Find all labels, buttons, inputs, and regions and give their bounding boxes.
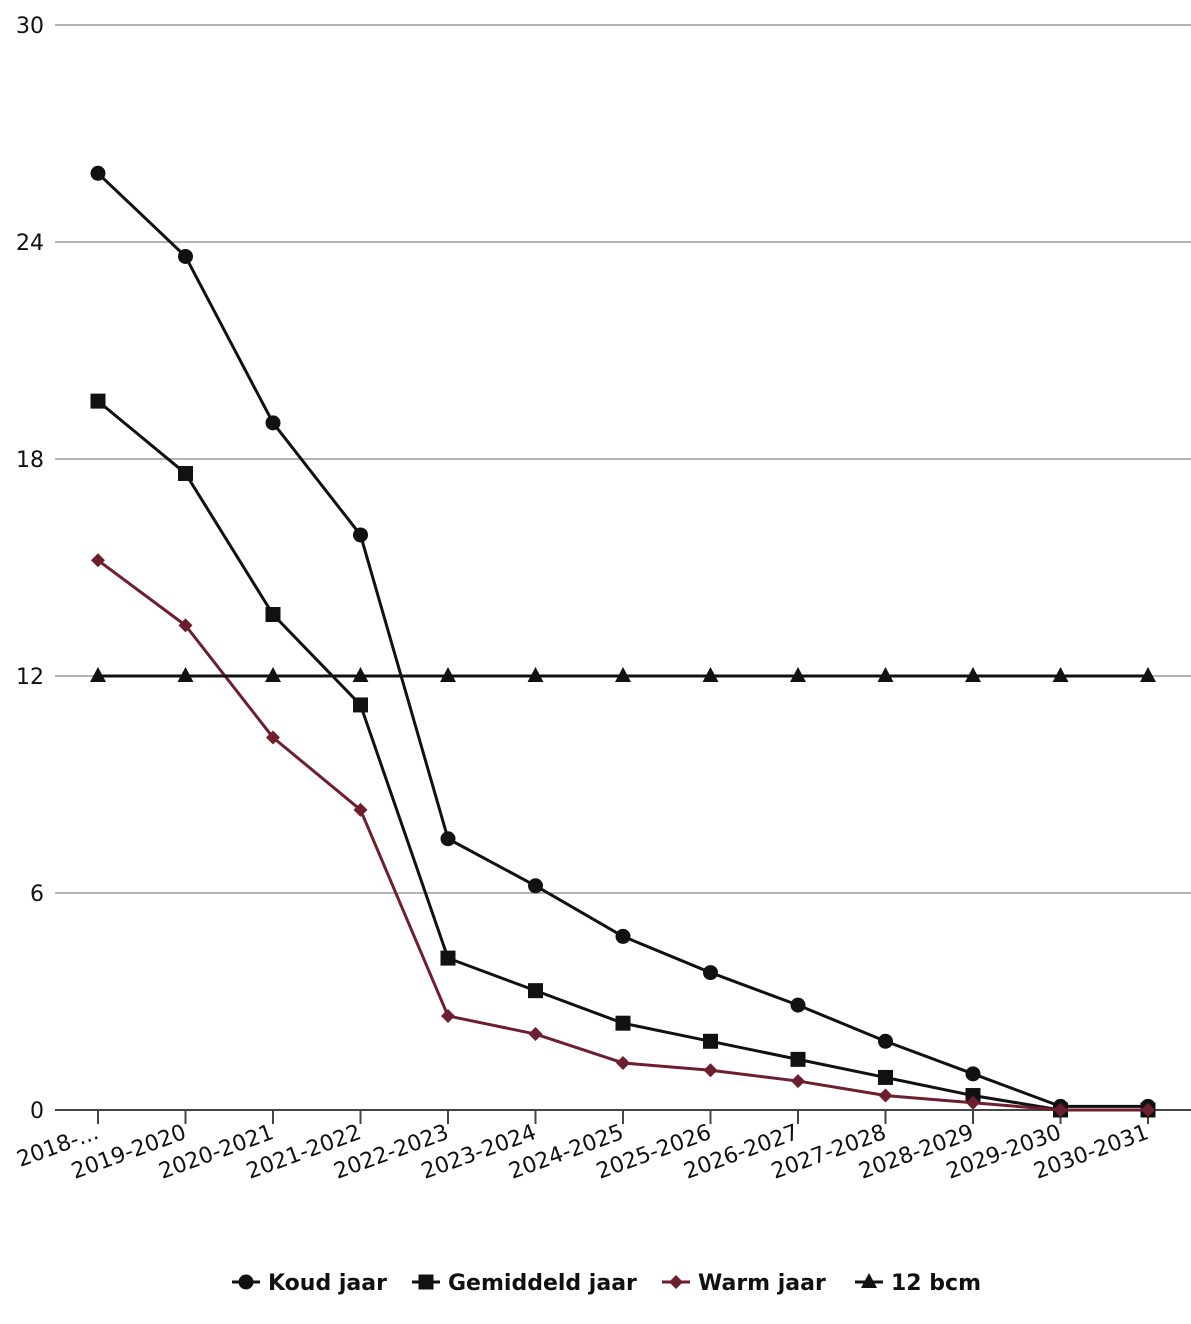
legend-item: Gemiddeld jaar <box>412 1271 637 1296</box>
data-point <box>528 1027 543 1042</box>
data-point <box>440 950 456 966</box>
y-tick-label: 30 <box>16 14 44 39</box>
data-point <box>878 1088 893 1103</box>
legend-marker <box>669 1275 683 1289</box>
series-12-bcm <box>90 667 1156 682</box>
data-point <box>965 1088 981 1104</box>
data-point <box>178 618 193 633</box>
data-point <box>178 465 193 481</box>
data-point <box>352 667 369 682</box>
legend-item: Koud jaar <box>232 1271 387 1296</box>
data-point <box>265 415 281 431</box>
data-point <box>790 667 806 682</box>
data-point <box>353 697 368 713</box>
data-point <box>1053 1103 1068 1117</box>
series-gemiddeld-jaar <box>90 393 1156 1118</box>
data-point <box>966 1095 980 1110</box>
data-point <box>440 831 456 847</box>
data-point <box>528 983 543 999</box>
legend-marker <box>238 1274 254 1290</box>
data-point <box>90 667 106 682</box>
data-point <box>177 667 194 682</box>
series-koud-jaar <box>90 165 1156 1114</box>
data-point <box>90 165 106 181</box>
legend-marker <box>861 1273 877 1288</box>
legend-item: Warm jaar <box>662 1271 826 1296</box>
legend-label: Gemiddeld jaar <box>448 1271 637 1296</box>
data-point <box>965 1066 981 1082</box>
data-point <box>615 667 631 682</box>
series-line <box>96 172 1148 1108</box>
data-point <box>441 1008 455 1023</box>
data-point <box>91 553 105 568</box>
y-tick-label: 6 <box>30 882 44 907</box>
x-axis: 2018-...2019-20202020-20212021-20222022-… <box>14 1110 1152 1185</box>
data-point <box>878 1069 893 1085</box>
legend-label: Koud jaar <box>268 1271 387 1296</box>
series-warm-jaar <box>91 553 1155 1117</box>
data-point <box>353 802 368 817</box>
data-point <box>877 667 894 682</box>
data-point <box>790 997 806 1013</box>
legend-item: 12 bcm <box>855 1271 981 1296</box>
data-point <box>702 667 719 682</box>
data-point <box>791 1074 805 1089</box>
data-point <box>615 928 631 944</box>
legend-marker <box>418 1274 434 1290</box>
data-point <box>353 527 368 543</box>
data-point <box>616 1055 630 1070</box>
series-group <box>90 165 1156 1118</box>
data-point <box>1140 667 1156 682</box>
series-line <box>97 399 1148 1112</box>
legend: Koud jaar Gemiddeld jaar Warm jaar 12 bcm <box>232 1271 981 1296</box>
y-axis: 0 6 12 18 24 30 <box>16 14 44 1124</box>
data-point <box>527 667 544 682</box>
data-point <box>615 1015 631 1031</box>
gridlines <box>55 24 1191 1111</box>
legend-label: 12 bcm <box>891 1271 981 1296</box>
data-point <box>178 248 193 264</box>
data-point <box>703 1033 718 1049</box>
data-point <box>878 1033 893 1049</box>
y-tick-label: 0 <box>30 1099 44 1124</box>
y-tick-label: 12 <box>16 665 44 690</box>
data-point <box>965 667 981 682</box>
data-point <box>703 965 718 981</box>
data-point <box>265 667 281 682</box>
y-tick-label: 18 <box>16 448 44 473</box>
data-point <box>1052 667 1069 682</box>
data-point <box>265 607 281 623</box>
legend-label: Warm jaar <box>698 1271 826 1296</box>
data-point <box>528 878 543 894</box>
data-point <box>266 730 280 745</box>
data-point <box>440 667 456 682</box>
y-tick-label: 24 <box>16 231 44 256</box>
data-point <box>790 1051 806 1067</box>
data-point <box>90 393 106 409</box>
data-point <box>703 1063 718 1078</box>
data-point <box>1141 1103 1155 1117</box>
